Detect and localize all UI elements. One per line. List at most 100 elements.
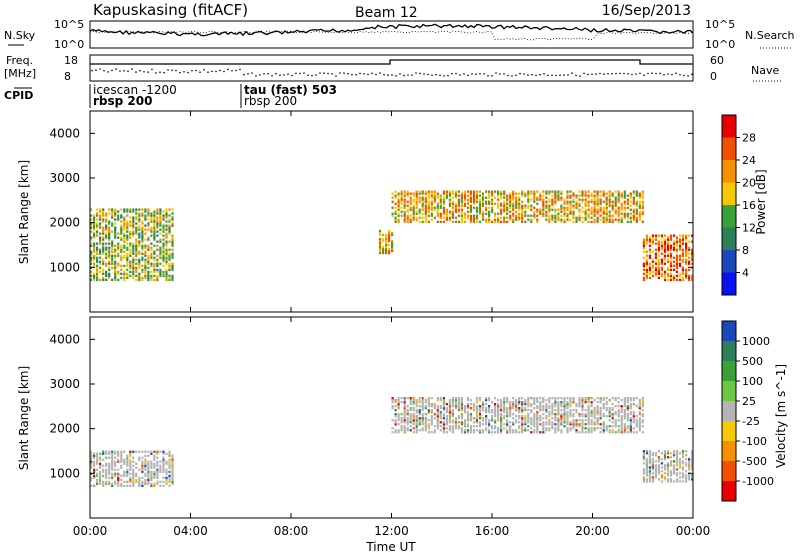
heatmap-cell xyxy=(608,419,611,422)
heatmap-cell xyxy=(688,274,691,277)
heatmap-cell xyxy=(171,454,174,457)
heatmap-cell xyxy=(524,427,527,430)
heatmap-cell xyxy=(141,238,144,241)
heatmap-cell xyxy=(171,460,174,463)
heatmap-cell xyxy=(566,196,569,199)
heatmap-cell xyxy=(442,413,445,416)
heatmap-cell xyxy=(418,411,421,414)
heatmap-cell xyxy=(614,397,617,400)
heatmap-cell xyxy=(691,478,694,481)
heatmap-cell xyxy=(518,196,521,199)
heatmap-cell xyxy=(629,405,632,408)
nave-dot xyxy=(267,72,269,75)
x-tick-label: 04:00 xyxy=(173,524,208,538)
heatmap-cell xyxy=(641,425,644,428)
heatmap-cell xyxy=(147,236,150,239)
heatmap-cell xyxy=(548,397,551,400)
heatmap-cell xyxy=(105,252,108,255)
heatmap-cell xyxy=(99,208,102,211)
heatmap-cell xyxy=(102,238,105,241)
heatmap-cell xyxy=(138,224,141,227)
heatmap-cell xyxy=(448,407,451,410)
heatmap-cell xyxy=(663,466,667,469)
heatmap-cell xyxy=(678,464,682,467)
nave-dot xyxy=(247,72,249,75)
heatmap-cell xyxy=(120,220,123,223)
heatmap-cell xyxy=(406,421,409,424)
heatmap-cell xyxy=(651,476,654,479)
heatmap-cell xyxy=(463,196,467,199)
heatmap-cell xyxy=(599,401,602,404)
heatmap-cell xyxy=(123,240,126,243)
heatmap-cell xyxy=(99,236,102,239)
heatmap-cell xyxy=(515,415,518,418)
heatmap-cell xyxy=(651,480,654,483)
heatmap-cell xyxy=(632,419,635,422)
heatmap-cell xyxy=(427,397,430,400)
nave-dot xyxy=(347,72,349,75)
heatmap-cell xyxy=(485,417,488,420)
heatmap-cell xyxy=(614,204,617,207)
heatmap-cell xyxy=(96,278,99,281)
heatmap-cell xyxy=(430,423,433,426)
heatmap-cell xyxy=(614,202,617,205)
heatmap-cell xyxy=(515,210,518,213)
heatmap-cell xyxy=(678,242,682,245)
heatmap-cell xyxy=(442,403,445,406)
heatmap-cell xyxy=(657,270,660,273)
heatmap-cell xyxy=(645,258,648,261)
heatmap-cell xyxy=(542,212,545,215)
heatmap-cell xyxy=(485,415,488,418)
heatmap-cell xyxy=(626,202,629,205)
heatmap-cell xyxy=(138,220,141,223)
heatmap-cell xyxy=(406,411,409,414)
heatmap-cell xyxy=(587,397,590,400)
heatmap-cell xyxy=(93,274,96,277)
heatmap-cell xyxy=(657,458,660,461)
heatmap-cell xyxy=(663,464,667,467)
heatmap-cell xyxy=(685,260,688,263)
heatmap-cell xyxy=(385,241,388,245)
heatmap-cell xyxy=(542,210,545,213)
heatmap-cell xyxy=(614,200,617,203)
nsearch-trace xyxy=(89,30,694,41)
nave-dot xyxy=(195,69,197,72)
heatmap-cell xyxy=(135,462,138,465)
heatmap-cell xyxy=(587,411,590,414)
heatmap-cell xyxy=(123,276,126,279)
heatmap-cell xyxy=(521,212,524,215)
heatmap-cell xyxy=(575,220,578,223)
heatmap-cell xyxy=(123,208,126,211)
heatmap-cell xyxy=(126,276,129,279)
heatmap-cell xyxy=(602,429,605,432)
heatmap-cell xyxy=(445,419,448,422)
heatmap-cell xyxy=(672,260,676,263)
heatmap-cell xyxy=(162,462,165,465)
heatmap-cell xyxy=(557,411,560,414)
heatmap-cell xyxy=(388,251,391,255)
heatmap-cell xyxy=(424,196,427,199)
heatmap-cell xyxy=(509,198,512,201)
heatmap-cell xyxy=(645,238,648,241)
heatmap-cell xyxy=(120,456,123,459)
heatmap-cell xyxy=(439,405,442,408)
heatmap-cell xyxy=(436,206,439,209)
heatmap-cell xyxy=(153,266,156,269)
heatmap-cell xyxy=(599,409,602,412)
heatmap-cell xyxy=(90,256,93,259)
heatmap-cell xyxy=(587,419,590,422)
heatmap-cell xyxy=(575,425,578,428)
heatmap-cell xyxy=(466,407,470,410)
heatmap-cell xyxy=(536,407,539,410)
heatmap-cell xyxy=(123,264,126,267)
heatmap-cell xyxy=(620,194,623,197)
heatmap-cell xyxy=(681,456,685,459)
heatmap-cell xyxy=(114,226,117,229)
heatmap-cell xyxy=(635,405,638,408)
heatmap-cell xyxy=(382,239,385,243)
heatmap-cell xyxy=(472,403,476,406)
heatmap-cell xyxy=(681,254,685,257)
heatmap-cell xyxy=(457,415,460,418)
heatmap-cell xyxy=(542,421,545,424)
heatmap-cell xyxy=(457,214,460,217)
